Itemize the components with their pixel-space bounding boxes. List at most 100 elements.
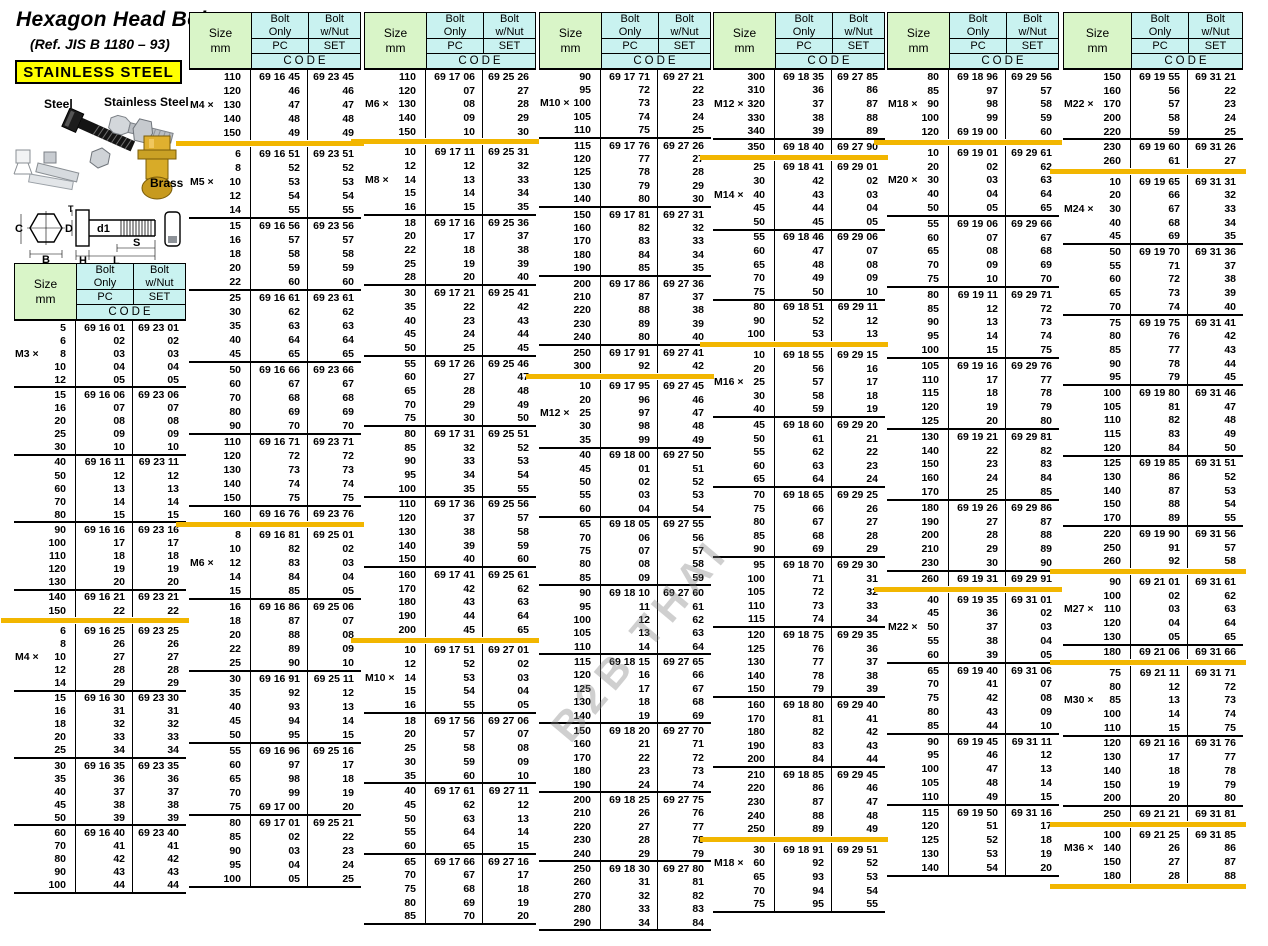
size-cell: 16 — [364, 200, 426, 214]
pc-code-cell: 52 — [251, 161, 308, 175]
pc-code-cell: 61 — [1131, 154, 1188, 168]
set-code-cell: 37 — [692, 290, 704, 303]
size-cell: 25 — [189, 291, 251, 305]
thread-group-label: M4 × — [15, 650, 39, 663]
pc-code-cell: 47 — [775, 244, 832, 258]
table-row: 90 03 23 — [189, 844, 361, 858]
table-row: 70 14 14 — [14, 495, 186, 509]
size-value: 150 — [223, 492, 241, 504]
size-value: 10 — [404, 644, 416, 657]
set-code-cell: 33 — [167, 731, 179, 744]
table-row: 115 83 49 — [1063, 427, 1243, 441]
set-code-cell: 22 — [866, 446, 878, 459]
pc-code-cell: 69 16 01 — [76, 321, 133, 335]
table-row: 130 17 77 — [1063, 750, 1243, 764]
family-separator — [1050, 821, 1246, 827]
set-code-cell: 14 — [517, 826, 529, 839]
size-header-cell: Size mm — [540, 13, 602, 68]
table-column-m22-m36: Size mm Bolt Only Bolt w/Nut PC SET CODE 150 69 19… — [1050, 12, 1246, 890]
size-value: 18 — [404, 216, 416, 229]
size-value: 20 — [927, 160, 939, 173]
group-separator — [887, 427, 1059, 430]
pc-code-cell: 18 — [601, 695, 658, 709]
size-value: 180 — [1103, 646, 1121, 659]
table-row: 120 72 72 — [189, 449, 361, 463]
table-row: 45 24 44 — [364, 327, 536, 342]
size-value: 210 — [573, 290, 591, 303]
pc-code-cell: 48 — [775, 257, 832, 272]
code-header-cells: Bolt Only Bolt w/Nut PC SET CODE — [77, 264, 185, 319]
set-code-cell: 80 — [1040, 415, 1052, 428]
set-code-cell: 58 — [692, 558, 704, 571]
table-row: 130 53 19 — [887, 847, 1059, 861]
table-row: 90 69 16 16 69 23 16 — [14, 523, 186, 537]
set-code-cell: 69 29 06 — [837, 231, 878, 244]
size-value: 170 — [573, 751, 591, 764]
table-row: 10 69 17 11 69 25 31 — [364, 145, 536, 160]
size-cell: 75 — [189, 800, 251, 814]
set-code-cell: 61 — [692, 600, 704, 613]
set-code-cell: 18 — [866, 389, 878, 402]
group-separator — [887, 569, 1059, 572]
pc-code-cell: 28 — [426, 384, 483, 398]
size-cell: 230 — [713, 795, 775, 809]
size-value: 290 — [573, 916, 591, 929]
table-row: 40 59 19 — [713, 402, 885, 417]
table-row: 110 75 25 — [539, 123, 711, 137]
pc-code-cell: 92 — [601, 359, 658, 373]
table-row: 120 46 46 — [189, 84, 361, 98]
size-cell: 50 — [189, 363, 251, 377]
size-value: 20 — [229, 629, 241, 641]
size-header-cell: Size mm — [190, 13, 252, 68]
size-value: 230 — [573, 317, 591, 330]
pc-code-cell: 46 — [949, 748, 1006, 763]
group-separator — [887, 803, 1059, 806]
family-separator — [176, 141, 364, 146]
size-cell: 80 — [364, 895, 426, 910]
size-value: 80 — [54, 853, 66, 866]
set-code-cell: 07 — [167, 402, 179, 415]
table-column-m10-m12: Size mm Bolt Only Bolt w/Nut PC SET CODE 90 69 17 … — [526, 12, 714, 932]
set-code-cell: 03 — [1040, 621, 1052, 634]
table-row: 65 73 39 — [1063, 286, 1243, 300]
table-row: 100 12 62 — [539, 613, 711, 627]
size-cell: 150 — [364, 552, 426, 567]
pc-code-cell: 69 — [775, 542, 832, 557]
set-code-cell: 69 29 86 — [1011, 501, 1052, 514]
set-code-cell: 05 — [866, 215, 878, 228]
table-row: 8 52 52 — [189, 161, 361, 175]
pc-code-cell: 69 21 01 — [1131, 575, 1188, 589]
table-row: 55 03 53 — [539, 488, 711, 503]
table-row: M6 × 130 08 28 — [364, 97, 536, 112]
thread-group-label: M18 × — [888, 98, 918, 111]
size-cell: 60 — [14, 482, 76, 496]
set-code-cell: 48 — [342, 113, 354, 125]
pc-code-cell: 85 — [251, 584, 308, 598]
size-value: 75 — [753, 898, 765, 911]
table-row: 90 69 17 71 69 27 21 — [539, 70, 711, 84]
pc-code-cell: 69 19 21 — [949, 429, 1006, 444]
thread-group-label: M6 × — [190, 557, 214, 569]
pc-code-cell: 54 — [426, 684, 483, 699]
size-value: 60 — [229, 759, 241, 771]
size-value: 20 — [1109, 189, 1121, 202]
set-code-cell: 69 29 91 — [1011, 572, 1052, 585]
pc-code-cell: 03 — [76, 347, 133, 361]
table-row: 85 97 57 — [887, 83, 1059, 98]
size-value: 14 — [54, 676, 66, 689]
table-row: 140 80 30 — [539, 192, 711, 206]
set-code-cell: 52 — [517, 441, 529, 454]
size-value: 120 — [921, 401, 939, 414]
pc-code-cell: 57 — [775, 375, 832, 390]
size-value: 190 — [921, 515, 939, 528]
pc-code-cell: 80 — [601, 330, 658, 344]
set-code-cell: 12 — [517, 798, 529, 811]
size-value: 90 — [927, 98, 939, 111]
pc-code-cell: 49 — [251, 126, 308, 140]
set-code-cell: 37 — [167, 785, 179, 798]
pc-code-cell: 39 — [426, 538, 483, 553]
pc-code-cell: 74 — [1131, 300, 1188, 314]
size-value: 260 — [921, 572, 939, 585]
size-cell: 140 — [539, 708, 601, 723]
pc-code-cell: 62 — [426, 798, 483, 812]
